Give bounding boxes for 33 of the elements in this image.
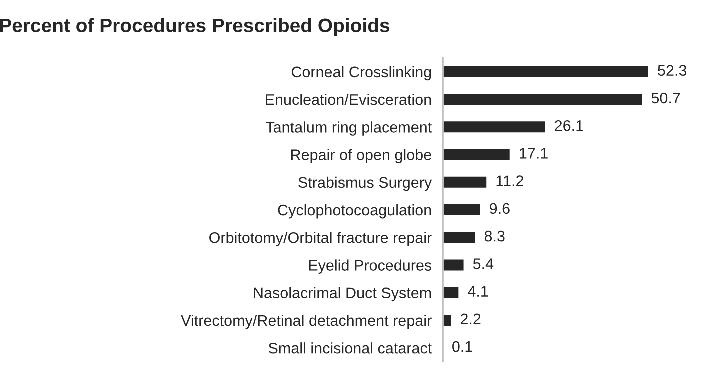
y-tick-label: Vitrectomy/Retinal detachment repair xyxy=(181,314,432,330)
data-label: 8.3 xyxy=(484,230,505,242)
y-tick-label: Eyelid Procedures xyxy=(309,260,432,274)
bar xyxy=(443,148,512,162)
y-tick-label: Strabismus Surgery xyxy=(298,176,432,192)
data-label: 50.7 xyxy=(652,92,680,104)
data-label: 4.1 xyxy=(468,286,488,297)
y-tick-label: Cyclophotocoagulation xyxy=(278,204,432,219)
bar xyxy=(443,314,453,328)
bar xyxy=(443,175,488,190)
data-label: 5.4 xyxy=(473,258,494,270)
bar xyxy=(443,258,466,272)
bar xyxy=(443,92,644,106)
bar xyxy=(443,65,650,79)
data-label: 9.6 xyxy=(490,203,510,214)
y-tick-label: Corneal Crosslinking xyxy=(292,66,432,81)
y-tick-label: Tantalum ring placement xyxy=(266,122,432,136)
data-label: 52.3 xyxy=(658,65,687,76)
y-tick-label: Small incisional cataract xyxy=(268,342,432,354)
bar xyxy=(443,286,460,300)
bar xyxy=(443,203,482,217)
bar xyxy=(443,120,547,134)
data-label: 0.1 xyxy=(452,341,472,352)
y-tick-label: Enucleation/Evisceration xyxy=(266,94,432,106)
bar xyxy=(443,230,477,245)
data-label: 17.1 xyxy=(520,148,548,159)
data-label: 26.1 xyxy=(555,120,584,132)
y-tick-label: Nasolacrimal Duct System xyxy=(254,287,432,302)
text: Percent of Procedures Prescribed Opioids xyxy=(0,18,390,36)
y-tick-label: Orbitotomy/Orbital fracture repair xyxy=(210,232,432,246)
data-label: 2.2 xyxy=(460,314,481,324)
y-tick-label: Repair of open globe xyxy=(292,149,432,164)
data-label: 11.2 xyxy=(496,176,524,186)
